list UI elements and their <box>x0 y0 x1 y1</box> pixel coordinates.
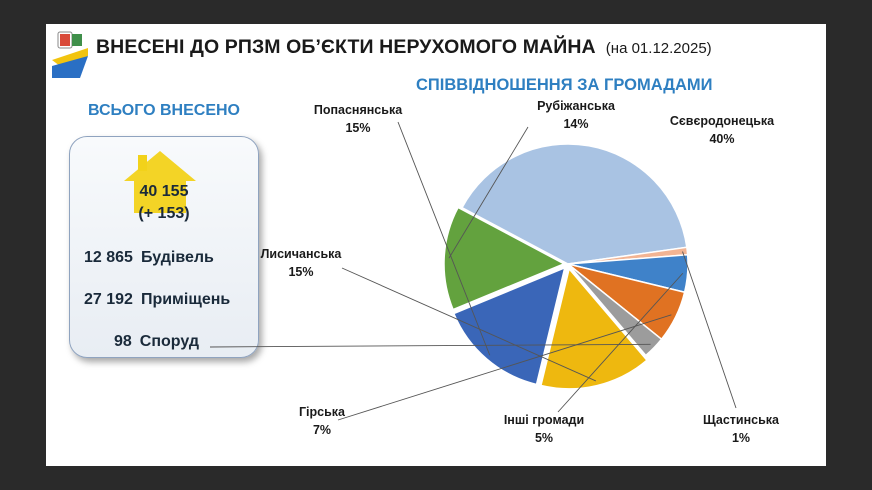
page-title-row: ВНЕСЕНІ ДО РПЗМ ОБ’ЄКТИ НЕРУХОМОГО МАЙНА… <box>96 36 712 59</box>
slice-label-name-7: Попаснянська <box>314 103 403 117</box>
chart-title: СПІВВІДНОШЕННЯ ЗА ГРОМАДАМИ <box>416 76 713 94</box>
slice-label-name-8: Рубіжанська <box>537 99 616 113</box>
slice-label-value-1: 40% <box>709 132 734 146</box>
summary-structures-value: 98 <box>114 333 132 350</box>
leader-line-3 <box>557 272 684 413</box>
slice-label-value-3: 5% <box>535 431 553 445</box>
summary-premises: 27 192 Приміщень <box>84 291 230 309</box>
summary-buildings-label: Будівель <box>140 249 214 266</box>
summary-delta: (+ 153) <box>138 205 190 222</box>
regional-emblem-icon <box>52 31 88 78</box>
summary-heading: ВСЬОГО ВНЕСЕНО <box>88 102 240 119</box>
leader-line-2 <box>682 251 737 409</box>
summary-buildings: 12 865 Будівель <box>84 249 214 267</box>
slice-label-name-3: Інші громади <box>504 413 584 427</box>
leader-line-8 <box>448 126 529 259</box>
leader-line-5 <box>209 343 651 348</box>
page-title: ВНЕСЕНІ ДО РПЗМ ОБ’ЄКТИ НЕРУХОМОГО МАЙНА <box>96 36 596 58</box>
pie-slice-5 <box>567 263 663 357</box>
summary-total: 40 155 <box>139 183 189 200</box>
leader-line-6 <box>341 267 597 382</box>
pie-chart: Сєвєродонецька 40% Щастинська 1% Інші громад… <box>209 99 780 445</box>
slice-label-value-4: 7% <box>313 423 331 437</box>
house-icon <box>124 151 196 213</box>
summary-panel: 40 155 (+ 153) 12 865 Будівель 27 192 Прим… <box>69 136 259 358</box>
summary-structures-label: Споруд <box>139 333 200 350</box>
pie-slice-6 <box>540 267 648 390</box>
report-date: (на 01.12.2025) <box>605 40 712 57</box>
summary-buildings-value: 12 865 <box>84 249 133 266</box>
slice-label-value-6: 15% <box>288 265 313 279</box>
leader-line-4 <box>337 314 672 421</box>
pie-slice-8 <box>443 206 566 311</box>
slice-label-name-1: Сєвєродонецька <box>670 114 775 128</box>
pie-slice-1 <box>461 143 688 265</box>
slide: ВНЕСЕНІ ДО РПЗМ ОБ’ЄКТИ НЕРУХОМОГО МАЙНА… <box>46 24 826 466</box>
leader-line-7 <box>397 121 491 356</box>
summary-premises-label: Приміщень <box>140 291 231 308</box>
summary-structures: 98 Споруд <box>114 333 199 351</box>
slice-label-name-2: Щастинська <box>703 413 780 427</box>
slice-label-value-2: 1% <box>732 431 750 445</box>
slice-label-name-4: Гірська <box>299 405 346 419</box>
slice-label-name-6: Лисичанська <box>261 247 343 261</box>
slice-label-value-7: 15% <box>345 121 370 135</box>
pie-slice-7 <box>452 266 566 386</box>
slice-label-value-8: 14% <box>563 117 588 131</box>
summary-premises-value: 27 192 <box>84 291 133 308</box>
